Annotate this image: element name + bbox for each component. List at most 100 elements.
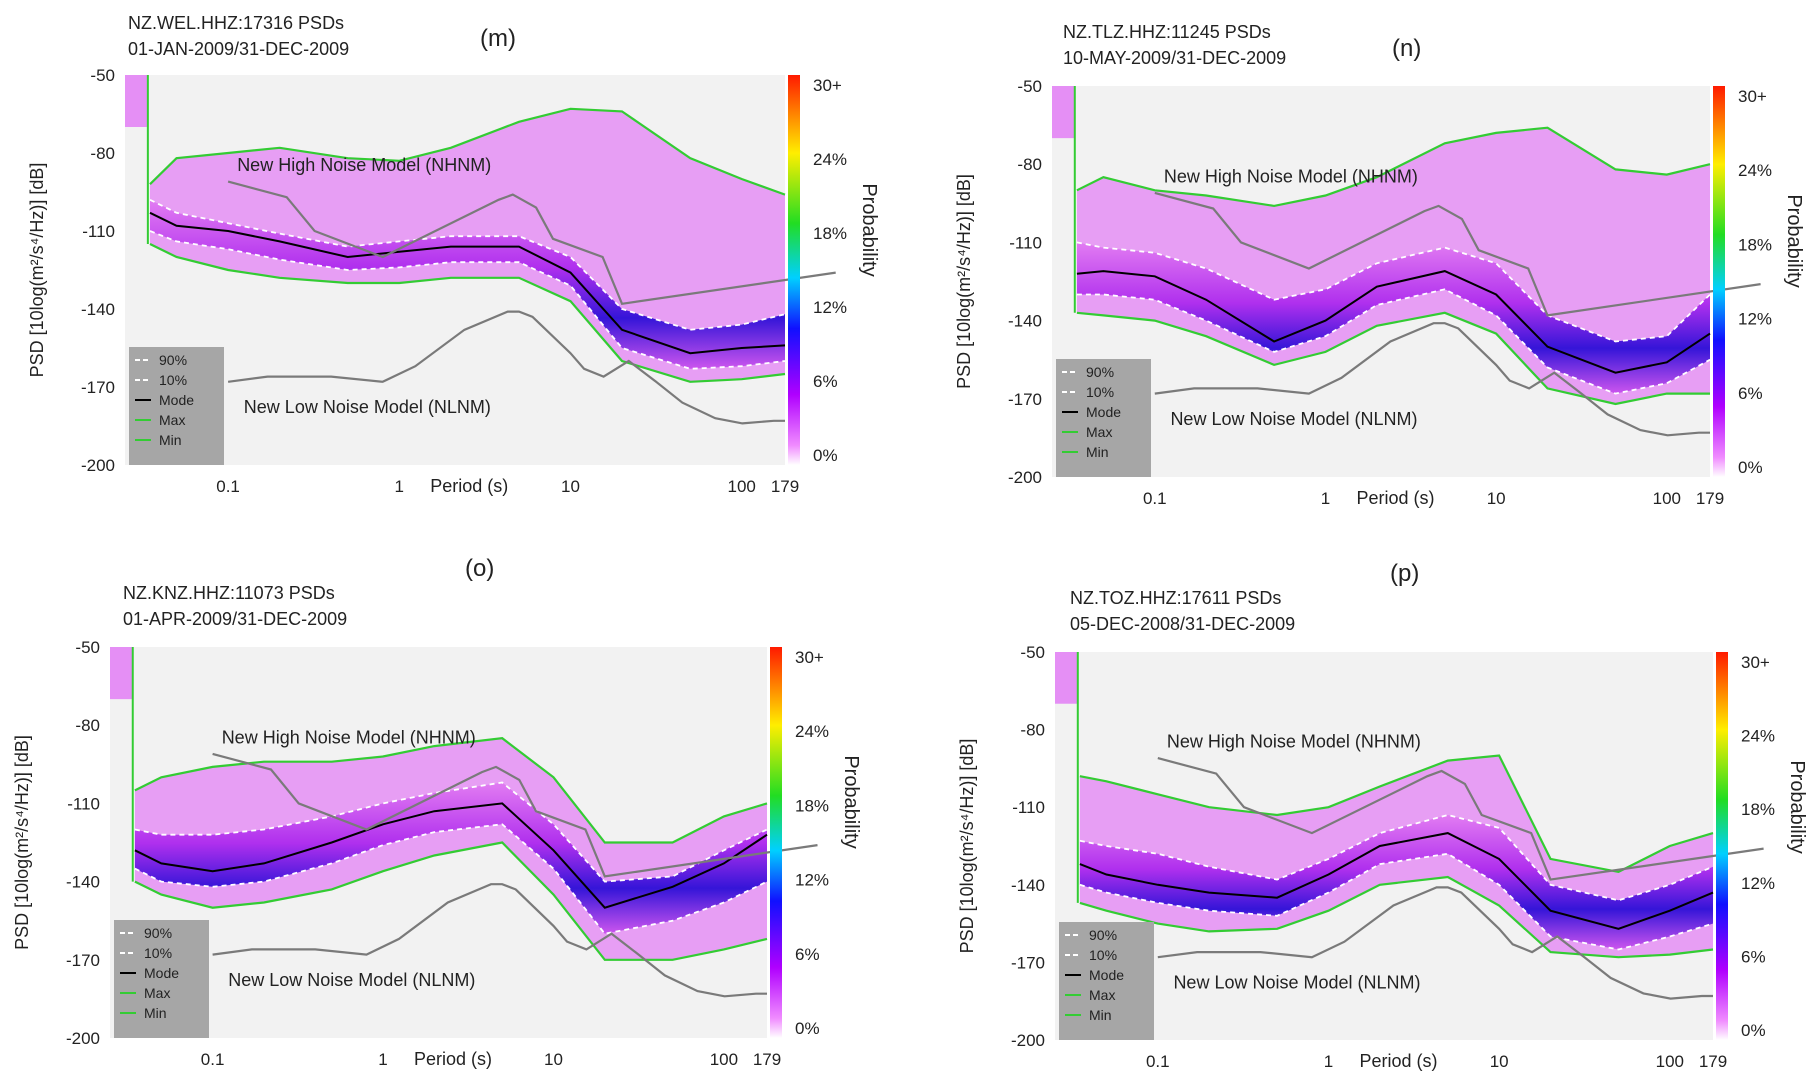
x-tick-label: 1: [395, 477, 404, 496]
colorbar: [770, 647, 782, 1038]
short-period-spike: [1052, 86, 1075, 139]
colorbar-label: Probability: [840, 755, 862, 848]
nlnm-label: New Low Noise Model (NLNM): [244, 397, 491, 417]
y-tick-label: -140: [66, 873, 100, 892]
psd-density-core: [1079, 815, 1713, 950]
legend-label: 10%: [159, 372, 187, 388]
colorbar-tick: 0%: [1738, 458, 1763, 477]
y-tick-label: -170: [66, 951, 100, 970]
mode-line: [1076, 270, 1711, 374]
legend-label: 90%: [144, 925, 172, 941]
nlnm-label: New Low Noise Model (NLNM): [1170, 409, 1417, 429]
short-period-spike: [1055, 652, 1078, 704]
percentile-90-line: [149, 198, 786, 331]
x-tick-label: 0.1: [216, 477, 240, 496]
x-tick-label: 100: [1653, 489, 1681, 508]
colorbar-tick: 18%: [1741, 800, 1775, 819]
panel-letter: (p): [1390, 560, 1419, 587]
psd-density-core: [134, 782, 767, 934]
legend-label: Min: [1086, 444, 1109, 460]
min-line: [1079, 875, 1714, 959]
date-range: 10-MAY-2009/31-DEC-2009: [1063, 48, 1286, 68]
psd-density-core: [1076, 242, 1710, 394]
y-axis-label: PSD [10log(m²/s⁴/Hz)] [dB]: [27, 163, 47, 378]
max-line: [1076, 126, 1711, 208]
nlnm-curve: [227, 310, 785, 425]
y-tick-label: -170: [1008, 390, 1042, 409]
colorbar-tick: 0%: [1741, 1021, 1766, 1040]
y-axis-label: PSD [10log(m²/s⁴/Hz)] [dB]: [957, 739, 977, 954]
colorbar-tick: 12%: [813, 298, 847, 317]
y-tick-label: -200: [1011, 1031, 1045, 1050]
colorbar-tick: 6%: [1741, 947, 1766, 966]
colorbar-tick: 30+: [1741, 653, 1770, 672]
legend-label: 90%: [1086, 364, 1114, 380]
max-line: [1079, 754, 1714, 874]
legend-label: Mode: [159, 392, 194, 408]
nlnm-label: New Low Noise Model (NLNM): [228, 970, 475, 990]
mode-line: [149, 211, 786, 355]
colorbar-tick: 12%: [1738, 310, 1772, 329]
colorbar-tick: 24%: [795, 722, 829, 741]
x-tick-label: 10: [1487, 489, 1506, 508]
y-tick-label: -200: [81, 456, 115, 475]
x-tick-label: 1: [378, 1050, 387, 1069]
station-title: NZ.WEL.HHZ:17316 PSDs: [128, 13, 344, 33]
colorbar-tick: 24%: [1738, 161, 1772, 180]
psd-panel-1: NZ.WEL.HHZ:17316 PSDs 01-JAN-2009/31-DEC-…: [27, 13, 880, 496]
colorbar-tick: 30+: [795, 648, 824, 667]
x-axis-label: Period (s): [414, 1049, 492, 1069]
colorbar: [1716, 652, 1728, 1040]
nlnm-label: New Low Noise Model (NLNM): [1173, 972, 1420, 992]
y-axis-label: PSD [10log(m²/s⁴/Hz)] [dB]: [12, 735, 32, 950]
y-tick-label: -170: [81, 378, 115, 397]
y-axis-label: PSD [10log(m²/s⁴/Hz)] [dB]: [954, 174, 974, 389]
mode-line: [134, 802, 768, 909]
colorbar-tick: 24%: [1741, 727, 1775, 746]
legend-label: 10%: [1086, 384, 1114, 400]
x-tick-label: 100: [728, 477, 756, 496]
colorbar-tick: 6%: [1738, 384, 1763, 403]
panel-letter: (o): [465, 555, 494, 582]
legend-label: 10%: [1089, 947, 1117, 963]
y-tick-label: -80: [1017, 155, 1042, 174]
min-line: [149, 243, 786, 383]
legend-label: Min: [144, 1005, 167, 1021]
colorbar-tick: 30+: [813, 76, 842, 95]
nlnm-curve: [212, 883, 767, 998]
psd-density-core: [150, 199, 785, 369]
percentile-10-line: [134, 823, 768, 935]
min-line: [134, 841, 768, 961]
nhnm-label: New High Noise Model (NHNM): [1164, 166, 1418, 186]
legend-label: Min: [159, 432, 182, 448]
y-tick-label: -140: [1008, 312, 1042, 331]
legend: [1056, 359, 1151, 477]
colorbar-label: Probability: [1786, 760, 1808, 853]
x-tick-label: 100: [1656, 1052, 1684, 1071]
legend: [1059, 922, 1154, 1040]
nlnm-curve: [1157, 886, 1713, 1000]
min-line: [1076, 311, 1710, 406]
colorbar-tick: 6%: [795, 945, 820, 964]
colorbar: [788, 75, 800, 465]
colorbar-tick: 12%: [795, 871, 829, 890]
x-axis-label: Period (s): [430, 476, 508, 496]
colorbar-label: Probability: [1783, 194, 1805, 287]
x-tick-label: 179: [1696, 489, 1724, 508]
y-tick-label: -140: [1011, 876, 1045, 895]
y-tick-label: -110: [67, 794, 100, 813]
nhnm-curve: [1154, 191, 1761, 317]
legend-label: Mode: [1089, 967, 1124, 983]
panel-letter: (n): [1392, 35, 1421, 62]
nhnm-curve: [227, 180, 836, 306]
mode-line: [1079, 832, 1714, 930]
date-range: 01-JAN-2009/31-DEC-2009: [128, 39, 349, 59]
legend: [114, 920, 209, 1038]
colorbar: [1713, 86, 1725, 477]
nhnm-label: New High Noise Model (NHNM): [237, 155, 491, 175]
colorbar-tick: 0%: [813, 446, 838, 465]
legend-label: Mode: [1086, 404, 1121, 420]
y-tick-label: -110: [82, 222, 115, 241]
x-tick-label: 179: [1699, 1052, 1727, 1071]
y-tick-label: -110: [1009, 233, 1042, 252]
